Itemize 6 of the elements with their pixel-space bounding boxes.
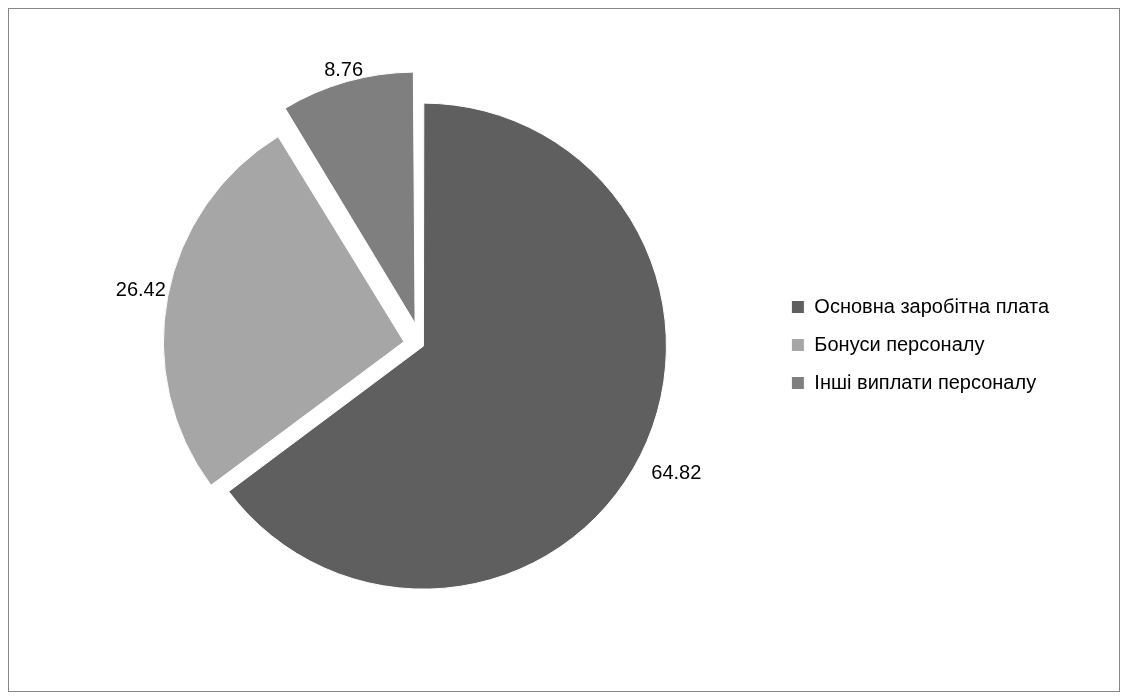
legend-label: Основна заробітна плата bbox=[814, 294, 1050, 317]
data-label: 64.82 bbox=[651, 460, 702, 483]
legend-label: Бонуси персоналу bbox=[814, 332, 985, 355]
data-label: 8.76 bbox=[324, 57, 364, 80]
legend-label: Інші виплати персоналу bbox=[814, 370, 1037, 393]
data-label: 26.42 bbox=[115, 278, 166, 301]
